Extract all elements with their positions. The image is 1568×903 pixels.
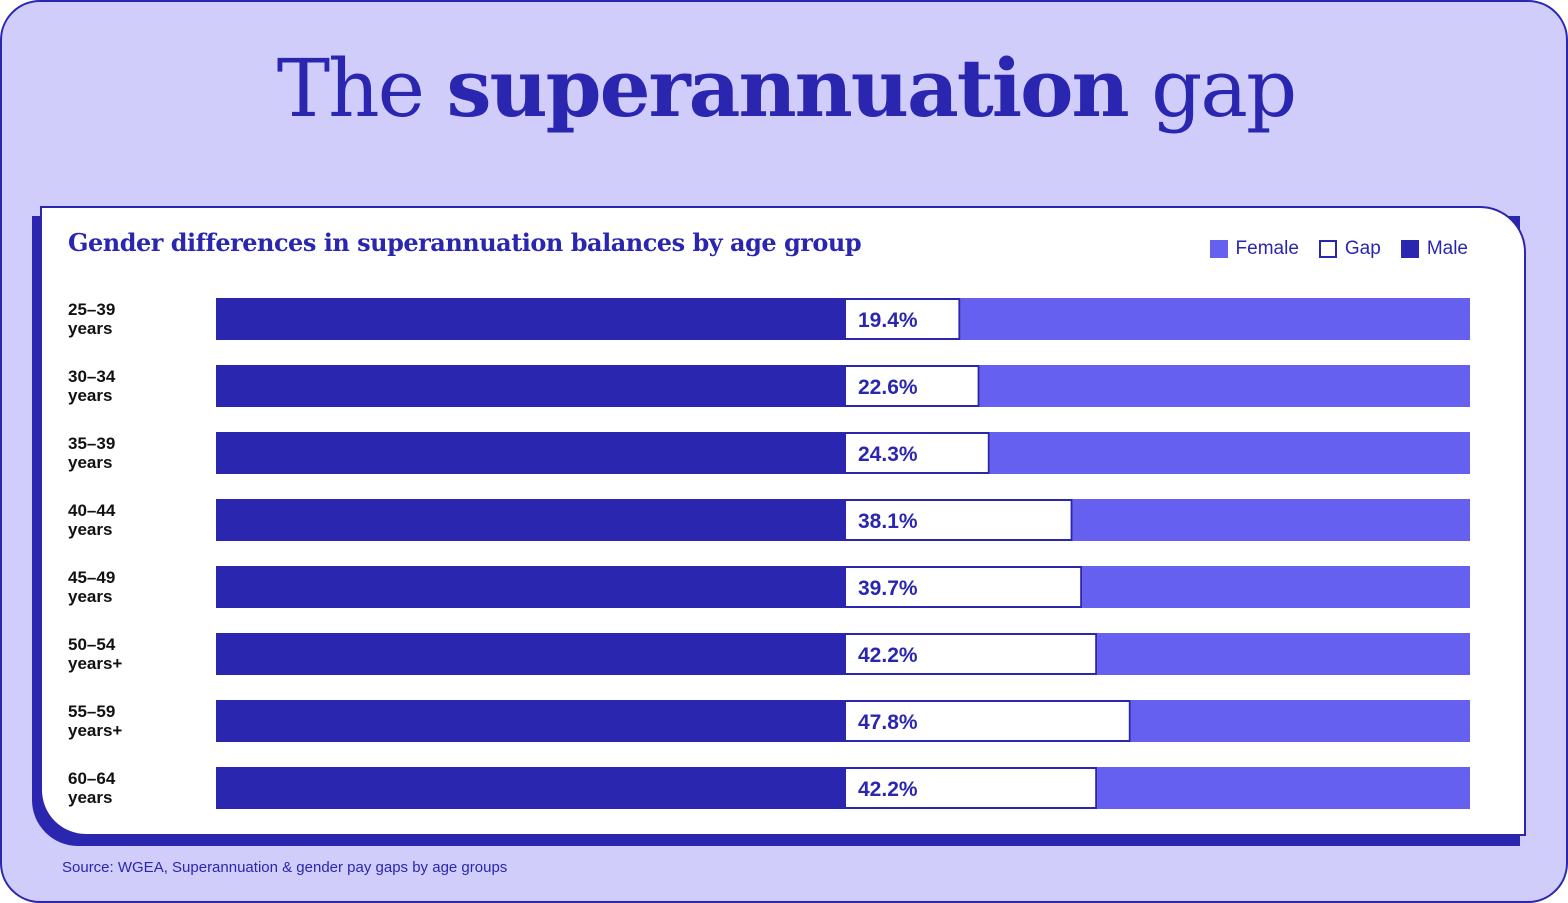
category-label-line: years [68,319,112,338]
bar-male [216,499,844,541]
bar-female [990,432,1470,474]
title-suffix: gap [1151,42,1295,135]
category-label: 60–64 years [68,769,116,807]
category-label: 50–54 years+ [68,635,122,673]
category-label-line: 40–44 [68,501,116,520]
bar-chart: 25–39 years 19.4%30–34 years 22.6%35–39 years… [42,208,1524,834]
category-label-line: 55–59 [68,702,115,721]
bar-female [1082,566,1470,608]
bar-male [216,767,844,809]
bar-male [216,566,844,608]
infographic-frame: The superannuation gap Gender difference… [0,0,1568,903]
category-label: 30–34 years [68,367,116,405]
gap-data-label: 47.8% [858,711,918,734]
bar-male [216,633,844,675]
gap-data-label: 42.2% [858,644,918,667]
bar-female [1097,633,1470,675]
category-label-line: 30–34 [68,367,116,386]
category-label-line: years [68,587,112,606]
gap-data-label: 42.2% [858,778,918,801]
bar-male [216,432,844,474]
category-label: 55–59 years+ [68,702,122,740]
gap-data-label: 38.1% [858,510,918,533]
category-label-line: 25–39 [68,300,115,319]
source-note: Source: WGEA, Superannuation & gender pa… [62,859,507,876]
category-label-line: years [68,788,112,807]
gap-data-label: 22.6% [858,376,918,399]
bar-female [1097,767,1470,809]
gap-data-label: 24.3% [858,443,918,466]
page-title: The superannuation gap [2,38,1568,139]
chart-card: Gender differences in superannuation bal… [40,206,1526,836]
category-label: 45–49 years [68,568,115,606]
gap-data-label: 39.7% [858,577,918,600]
category-label-line: 50–54 [68,635,116,654]
bar-male [216,298,844,340]
category-label-line: 45–49 [68,568,115,587]
bar-male [216,365,844,407]
category-label: 40–44 years [68,501,116,539]
bar-female [980,365,1470,407]
category-label-line: years [68,453,112,472]
category-label-line: years [68,386,112,405]
category-label-line: years [68,520,112,539]
category-label-line: 60–64 [68,769,116,788]
bar-male [216,700,844,742]
gap-data-label: 19.4% [858,309,918,332]
category-label-line: 35–39 [68,434,115,453]
bar-female [1131,700,1470,742]
category-label-line: years+ [68,721,122,740]
category-label-line: years+ [68,654,122,673]
category-label: 25–39 years [68,300,115,338]
bar-female [960,298,1470,340]
bar-female [1073,499,1470,541]
title-prefix: The [277,42,423,135]
category-label: 35–39 years [68,434,115,472]
title-emphasis: superannuation [446,41,1127,135]
